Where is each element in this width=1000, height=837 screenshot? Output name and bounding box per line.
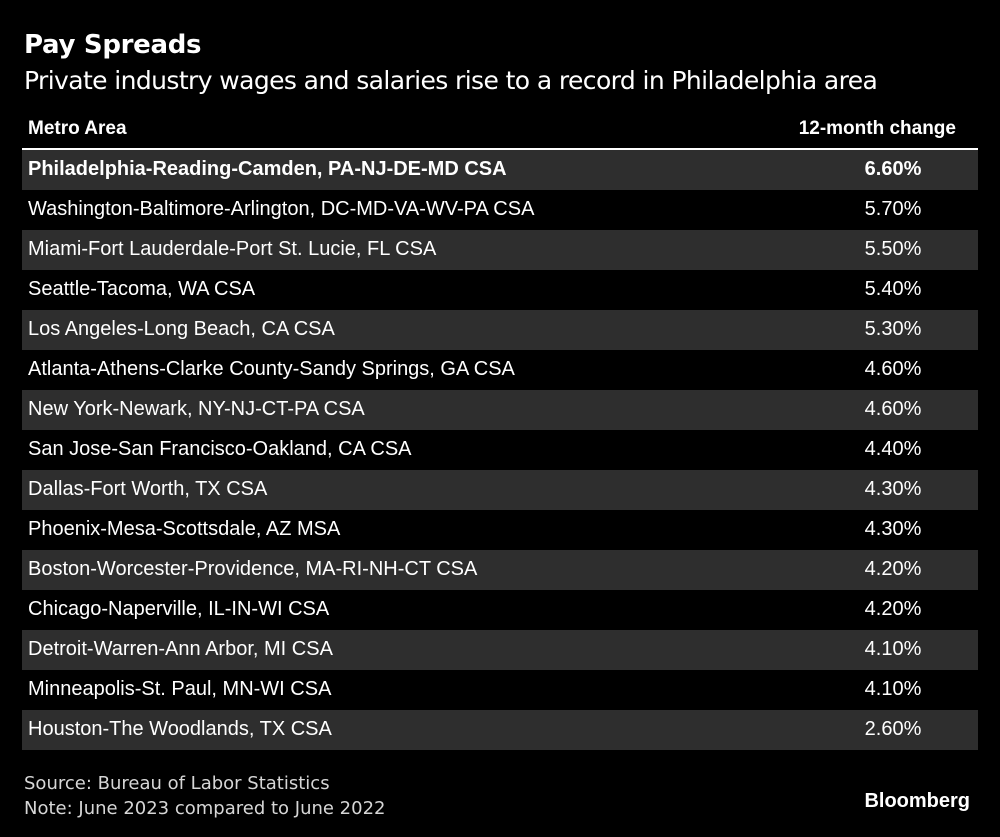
table-row: Minneapolis-St. Paul, MN-WI CSA 4.10% (22, 670, 978, 710)
metro-area-cell: Minneapolis-St. Paul, MN-WI CSA (28, 678, 332, 700)
metro-area-cell: Phoenix-Mesa-Scottsdale, AZ MSA (28, 518, 341, 540)
metro-area-cell: Detroit-Warren-Ann Arbor, MI CSA (28, 638, 333, 660)
metro-area-cell: Chicago-Naperville, IL-IN-WI CSA (28, 598, 330, 620)
metro-area-cell: Dallas-Fort Worth, TX CSA (28, 478, 268, 500)
data-table: Metro Area 12-month change Philadelphia-… (22, 112, 978, 750)
change-value-cell: 4.60% (864, 358, 922, 380)
change-value-cell: 4.60% (864, 398, 922, 420)
metro-area-cell: Atlanta-Athens-Clarke County-Sandy Sprin… (28, 358, 515, 380)
metro-area-cell: San Jose-San Francisco-Oakland, CA CSA (28, 438, 412, 460)
table-row: New York-Newark, NY-NJ-CT-PA CSA 4.60% (22, 390, 978, 430)
change-value-cell: 4.20% (864, 598, 922, 620)
chart-footer: Source: Bureau of Labor Statistics Note:… (24, 771, 386, 821)
metro-area-cell: Houston-The Woodlands, TX CSA (28, 718, 332, 740)
chart-subtitle: Private industry wages and salaries rise… (24, 66, 878, 95)
table-row: Philadelphia-Reading-Camden, PA-NJ-DE-MD… (22, 150, 978, 190)
table-row: Houston-The Woodlands, TX CSA 2.60% (22, 710, 978, 750)
table-header: Metro Area 12-month change (22, 112, 978, 150)
column-header-12-month-change: 12-month change (798, 118, 956, 139)
change-value-cell: 5.50% (864, 238, 922, 260)
table-row: Boston-Worcester-Providence, MA-RI-NH-CT… (22, 550, 978, 590)
change-value-cell: 4.10% (864, 638, 922, 660)
column-header-metro-area: Metro Area (28, 118, 127, 139)
change-value-cell: 4.30% (864, 478, 922, 500)
change-value-cell: 4.40% (864, 438, 922, 460)
metro-area-cell: Los Angeles-Long Beach, CA CSA (28, 318, 335, 340)
table-row: Miami-Fort Lauderdale-Port St. Lucie, FL… (22, 230, 978, 270)
table-row: Phoenix-Mesa-Scottsdale, AZ MSA 4.30% (22, 510, 978, 550)
change-value-cell: 4.30% (864, 518, 922, 540)
change-value-cell: 4.10% (864, 678, 922, 700)
change-value-cell: 2.60% (864, 718, 922, 740)
metro-area-cell: Washington-Baltimore-Arlington, DC-MD-VA… (28, 198, 535, 220)
chart-title: Pay Spreads (24, 30, 202, 60)
metro-area-cell: New York-Newark, NY-NJ-CT-PA CSA (28, 398, 365, 420)
table-row: Dallas-Fort Worth, TX CSA 4.30% (22, 470, 978, 510)
table-row: Detroit-Warren-Ann Arbor, MI CSA 4.10% (22, 630, 978, 670)
table-row: Seattle-Tacoma, WA CSA 5.40% (22, 270, 978, 310)
metro-area-cell: Seattle-Tacoma, WA CSA (28, 278, 256, 300)
metro-area-cell: Boston-Worcester-Providence, MA-RI-NH-CT… (28, 558, 478, 580)
change-value-cell: 6.60% (864, 158, 922, 180)
change-value-cell: 5.40% (864, 278, 922, 300)
footnote: Note: June 2023 compared to June 2022 (24, 798, 386, 819)
source-note: Source: Bureau of Labor Statistics (24, 773, 330, 794)
change-value-cell: 5.30% (864, 318, 922, 340)
change-value-cell: 5.70% (864, 198, 922, 220)
metro-area-cell: Philadelphia-Reading-Camden, PA-NJ-DE-MD… (28, 158, 507, 180)
bloomberg-logo: Bloomberg (864, 790, 970, 812)
change-value-cell: 4.20% (864, 558, 922, 580)
metro-area-cell: Miami-Fort Lauderdale-Port St. Lucie, FL… (28, 238, 437, 260)
table-row: Atlanta-Athens-Clarke County-Sandy Sprin… (22, 350, 978, 390)
table-row: Los Angeles-Long Beach, CA CSA 5.30% (22, 310, 978, 350)
table-row: Chicago-Naperville, IL-IN-WI CSA 4.20% (22, 590, 978, 630)
table-body: Philadelphia-Reading-Camden, PA-NJ-DE-MD… (22, 150, 978, 750)
table-row: Washington-Baltimore-Arlington, DC-MD-VA… (22, 190, 978, 230)
table-row: San Jose-San Francisco-Oakland, CA CSA 4.… (22, 430, 978, 470)
